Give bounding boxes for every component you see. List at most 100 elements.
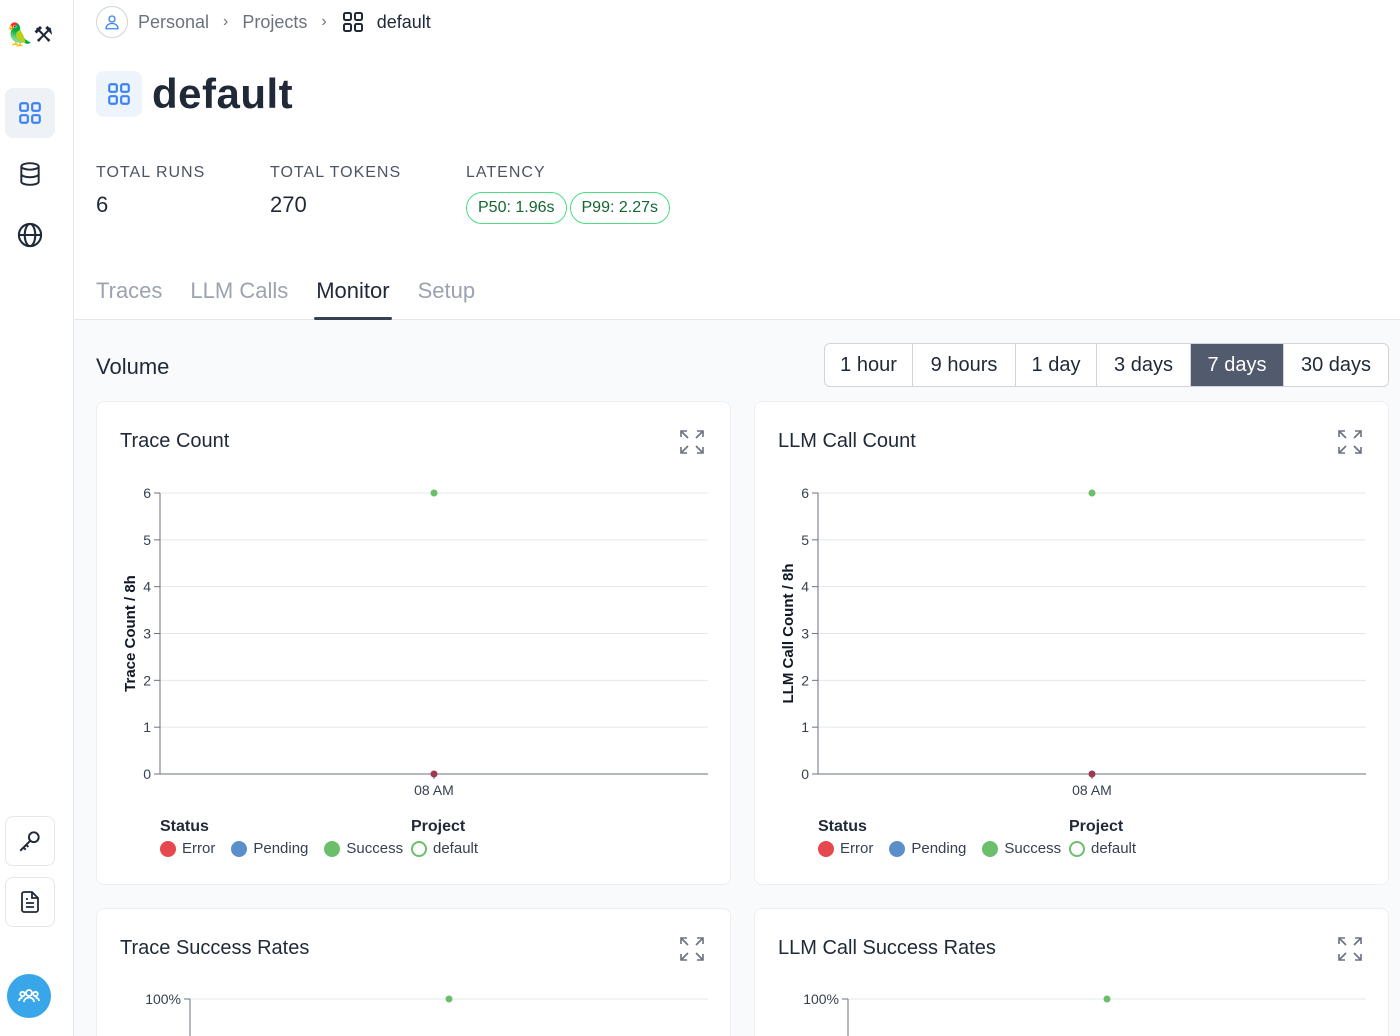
breadcrumb: Personal › Projects › default: [96, 6, 431, 38]
project-tabs: Traces LLM Calls Monitor Setup: [96, 278, 503, 320]
breadcrumb-current-project: default: [376, 11, 431, 32]
legend-title: Status: [818, 818, 867, 835]
data-point-success: [445, 995, 453, 1003]
legend-label: Success: [1004, 840, 1062, 857]
llm-call-count-card: LLM Call Count 0 1 2 3 4 5 6 08 AM LLM Call Coun…: [754, 401, 1389, 885]
y-tick-label: 6: [801, 485, 809, 501]
docs-button[interactable]: [5, 877, 55, 927]
stat-total-tokens: TOTAL TOKENS 270: [270, 164, 401, 218]
data-point-error: [430, 770, 438, 778]
legend-item-error[interactable]: Error: [160, 840, 215, 857]
latency-p50-badge: P50: 1.96s: [466, 192, 567, 224]
chart-title: LLM Call Count: [778, 430, 916, 452]
x-tick-label: 08 AM: [414, 782, 454, 798]
pending-dot-icon: [231, 840, 248, 857]
legend-item-pending[interactable]: Pending: [889, 840, 966, 857]
database-icon: [20, 162, 40, 186]
hollow-dot-icon: [1069, 840, 1085, 857]
project-header: Personal › Projects › default default TO…: [74, 0, 1400, 320]
y-tick-label: 1: [143, 719, 151, 735]
legend-label: Error: [840, 840, 874, 857]
expand-icon[interactable]: [678, 935, 706, 963]
y-tick-label: 3: [143, 626, 151, 642]
range-1-hour[interactable]: 1 hour: [825, 344, 913, 386]
legend-item-default[interactable]: default: [411, 840, 478, 857]
legend-label: Success: [346, 840, 404, 857]
stat-value: 6: [96, 192, 109, 217]
legend-title: Project: [1069, 818, 1124, 835]
y-tick-label: 100%: [145, 991, 181, 1007]
legend-item-error[interactable]: Error: [818, 840, 873, 857]
datasets-nav-button[interactable]: [5, 149, 55, 199]
app-logo[interactable]: 🦜⚒: [6, 22, 54, 47]
expand-icon[interactable]: [1336, 428, 1364, 456]
chevron-right-icon: ›: [223, 13, 229, 30]
legend-label: Pending: [253, 840, 309, 857]
range-3-days[interactable]: 3 days: [1097, 344, 1191, 386]
y-tick-label: 4: [143, 579, 151, 595]
data-point-success: [1088, 489, 1096, 497]
hollow-dot-icon: [411, 840, 427, 857]
stat-total-runs: TOTAL RUNS 6: [96, 164, 205, 218]
range-9-hours[interactable]: 9 hours: [913, 344, 1016, 386]
section-title-volume: Volume: [96, 354, 170, 379]
y-tick-label: 0: [801, 766, 809, 782]
legend-item-success[interactable]: Success: [324, 840, 403, 857]
chart-title: LLM Call Success Rates: [778, 937, 996, 959]
tab-llm-calls[interactable]: LLM Calls: [190, 278, 289, 303]
y-tick-label: 2: [801, 672, 809, 688]
status-legend: Status Error Pending Success: [160, 818, 419, 857]
chart-title: Trace Success Rates: [120, 937, 310, 959]
project-grid-icon: [96, 71, 142, 117]
y-tick-label: 4: [801, 579, 809, 595]
y-tick-label: 5: [801, 532, 809, 548]
tab-setup[interactable]: Setup: [417, 278, 476, 303]
project-legend: Project default: [1069, 818, 1152, 857]
breadcrumb-personal[interactable]: Personal: [138, 11, 210, 32]
y-tick-label: 5: [143, 532, 151, 548]
y-tick-label: 6: [143, 485, 151, 501]
grid-icon: [19, 102, 41, 124]
project-legend: Project default: [411, 818, 494, 857]
success-dot-icon: [324, 840, 341, 857]
team-avatar-button[interactable]: [7, 974, 51, 1018]
y-axis-label: Trace Count / 8h: [122, 575, 139, 692]
success-dot-icon: [982, 840, 999, 857]
expand-icon[interactable]: [1336, 935, 1364, 963]
title-row: default: [96, 70, 293, 118]
chevron-right-icon: ›: [321, 13, 327, 30]
range-1-day[interactable]: 1 day: [1016, 344, 1097, 386]
range-30-days[interactable]: 30 days: [1300, 354, 1372, 376]
latency-p99-badge: P99: 2.27s: [569, 192, 670, 224]
legend-title: Project: [411, 818, 466, 835]
breadcrumb-projects[interactable]: Projects: [242, 11, 308, 32]
y-tick-label: 2: [143, 672, 151, 688]
projects-nav-button[interactable]: [5, 88, 55, 138]
legend-item-pending[interactable]: Pending: [231, 840, 308, 857]
legend-item-success[interactable]: Success: [982, 840, 1061, 857]
user-icon[interactable]: [96, 6, 128, 38]
stat-latency: LATENCY P50: 1.96s P99: 2.27s: [466, 164, 673, 224]
explore-nav-button[interactable]: [5, 210, 55, 260]
data-point-success: [1103, 995, 1111, 1003]
sidebar: 🦜⚒: [0, 0, 74, 1036]
llm-call-count-chart: 0 1 2 3 4 5 6 08 AM LLM Call Count / 8h: [780, 485, 1366, 798]
data-point-error: [1088, 770, 1096, 778]
x-tick-label: 08 AM: [1072, 782, 1112, 798]
stat-value: 270: [270, 192, 307, 217]
expand-icon[interactable]: [678, 428, 706, 456]
tab-traces[interactable]: Traces: [96, 278, 163, 303]
legend-item-default[interactable]: default: [1069, 840, 1136, 857]
y-axis-label: LLM Call Count / 8h: [780, 564, 797, 704]
api-keys-button[interactable]: [5, 816, 55, 866]
tab-monitor[interactable]: Monitor: [314, 278, 392, 320]
range-7-days[interactable]: 7 days: [1191, 344, 1284, 386]
y-tick-label: 100%: [803, 991, 839, 1007]
error-dot-icon: [160, 840, 176, 857]
legend-title: Status: [160, 818, 209, 835]
time-range-selector: 1 hour 9 hours 1 day 3 days 7 days 30 da…: [824, 343, 1389, 387]
legend-label: Error: [182, 840, 216, 857]
legend-label: default: [433, 840, 479, 857]
llm-call-success-rates-card: LLM Call Success Rates 100%: [754, 908, 1389, 1036]
trace-count-chart: 0 1 2 3 4 5 6 08 AM Trace Count / 8h: [122, 485, 708, 798]
